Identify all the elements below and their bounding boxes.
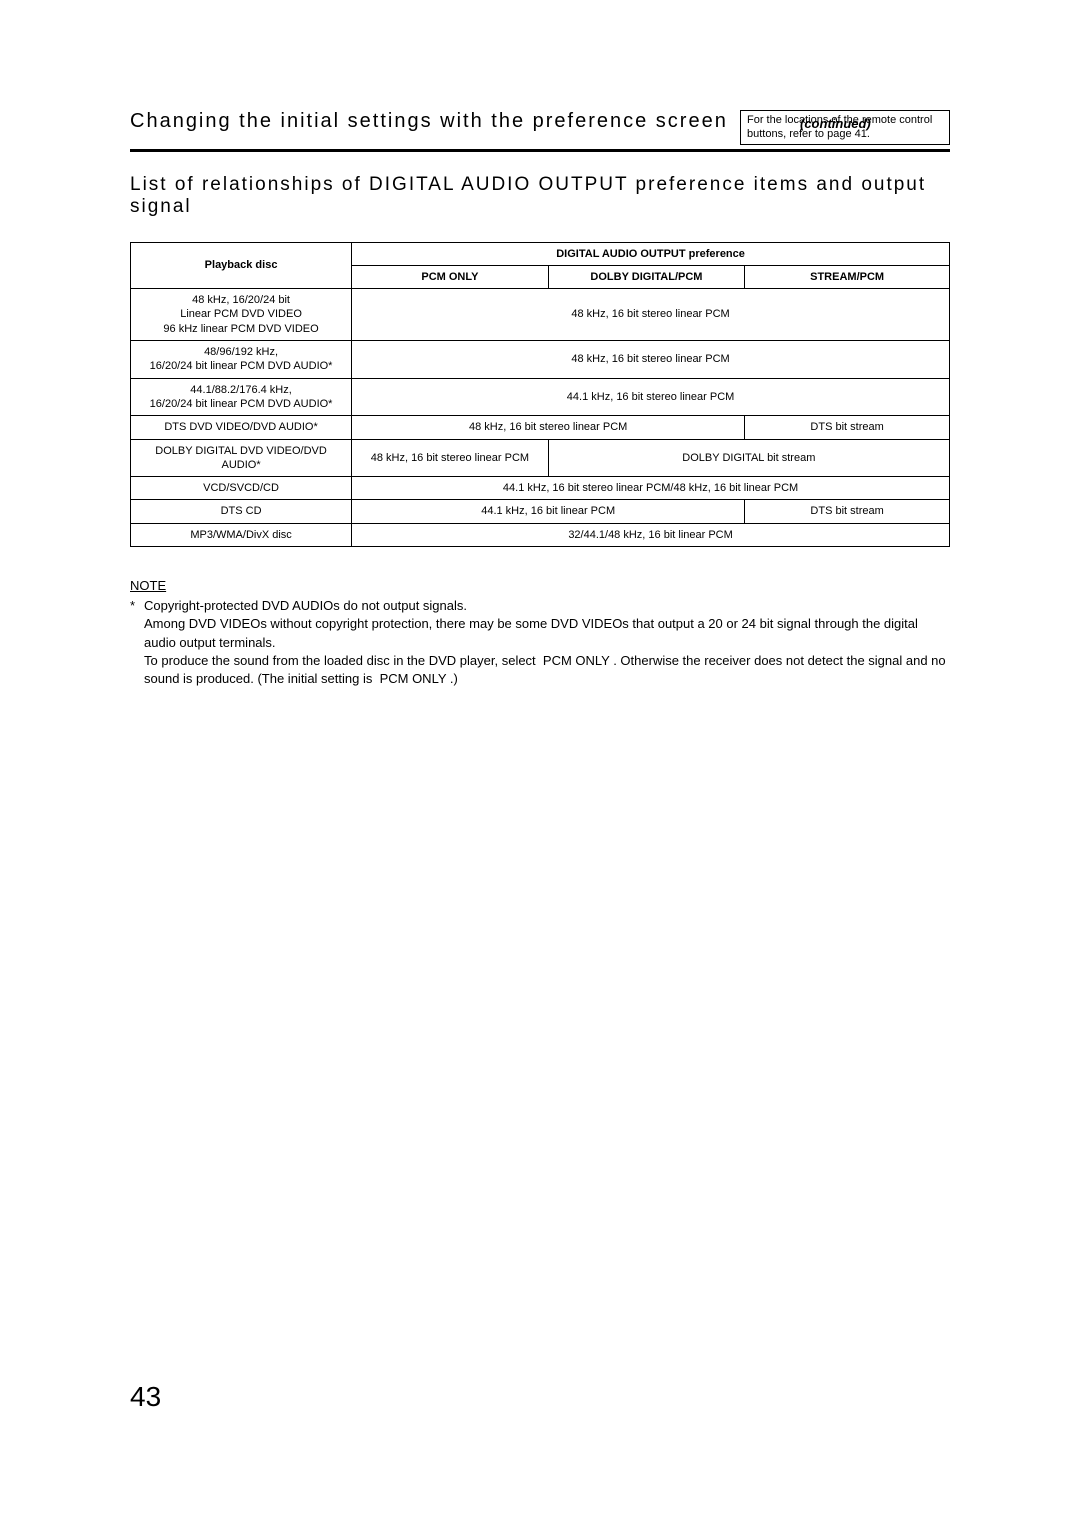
table-row: 44.1/88.2/176.4 kHz, 16/20/24 bit linear…: [131, 378, 950, 416]
section-title: List of relationships of DIGITAL AUDIO O…: [130, 174, 950, 218]
cell-disc: DOLBY DIGITAL DVD VIDEO/DVD AUDIO*: [131, 439, 352, 477]
header-row: Changing the initial settings with the p…: [130, 110, 950, 145]
th-main: DIGITAL AUDIO OUTPUT preference: [352, 242, 950, 265]
table-row: DOLBY DIGITAL DVD VIDEO/DVD AUDIO* 48 kH…: [131, 439, 950, 477]
cell-disc: MP3/WMA/DivX disc: [131, 523, 352, 546]
table-row: VCD/SVCD/CD 44.1 kHz, 16 bit stereo line…: [131, 477, 950, 500]
th-col2: DOLBY DIGITAL/PCM: [548, 265, 745, 288]
cell-output: DTS bit stream: [745, 416, 950, 439]
header-divider: [130, 149, 950, 152]
cell-disc: 48 kHz, 16/20/24 bit Linear PCM DVD VIDE…: [131, 289, 352, 341]
table-row: DTS CD 44.1 kHz, 16 bit linear PCM DTS b…: [131, 500, 950, 523]
table-row: 48 kHz, 16/20/24 bit Linear PCM DVD VIDE…: [131, 289, 950, 341]
cell-output: 44.1 kHz, 16 bit stereo linear PCM/48 kH…: [352, 477, 950, 500]
table-header-row: Playback disc DIGITAL AUDIO OUTPUT prefe…: [131, 242, 950, 265]
cell-output: DOLBY DIGITAL bit stream: [548, 439, 949, 477]
cell-output: 44.1 kHz, 16 bit stereo linear PCM: [352, 378, 950, 416]
cell-disc: DTS DVD VIDEO/DVD AUDIO*: [131, 416, 352, 439]
cell-output: 32/44.1/48 kHz, 16 bit linear PCM: [352, 523, 950, 546]
note-asterisk: *: [130, 597, 144, 688]
continued-label: (continued): [800, 116, 871, 131]
th-playback: Playback disc: [131, 242, 352, 289]
cell-output: 48 kHz, 16 bit stereo linear PCM: [352, 416, 745, 439]
cell-disc: VCD/SVCD/CD: [131, 477, 352, 500]
cell-disc: DTS CD: [131, 500, 352, 523]
table-row: MP3/WMA/DivX disc 32/44.1/48 kHz, 16 bit…: [131, 523, 950, 546]
note-heading: NOTE: [130, 577, 950, 595]
note-text: Copyright-protected DVD AUDIOs do not ou…: [144, 597, 950, 688]
page-number: 43: [130, 1381, 161, 1413]
output-table: Playback disc DIGITAL AUDIO OUTPUT prefe…: [130, 242, 950, 547]
cell-output: 48 kHz, 16 bit stereo linear PCM: [352, 439, 549, 477]
cell-disc: 44.1/88.2/176.4 kHz, 16/20/24 bit linear…: [131, 378, 352, 416]
table-row: 48/96/192 kHz, 16/20/24 bit linear PCM D…: [131, 341, 950, 379]
cell-disc: 48/96/192 kHz, 16/20/24 bit linear PCM D…: [131, 341, 352, 379]
cell-output: 48 kHz, 16 bit stereo linear PCM: [352, 289, 950, 341]
th-col3: STREAM/PCM: [745, 265, 950, 288]
th-col1: PCM ONLY: [352, 265, 549, 288]
cell-output: 48 kHz, 16 bit stereo linear PCM: [352, 341, 950, 379]
table-row: DTS DVD VIDEO/DVD AUDIO* 48 kHz, 16 bit …: [131, 416, 950, 439]
cell-output: DTS bit stream: [745, 500, 950, 523]
cell-output: 44.1 kHz, 16 bit linear PCM: [352, 500, 745, 523]
note-body: * Copyright-protected DVD AUDIOs do not …: [130, 597, 950, 688]
page-header-title: Changing the initial settings with the p…: [130, 110, 728, 133]
header-note-wrapper: (continued) For the locations of the rem…: [740, 110, 950, 145]
note-section: NOTE * Copyright-protected DVD AUDIOs do…: [130, 577, 950, 688]
